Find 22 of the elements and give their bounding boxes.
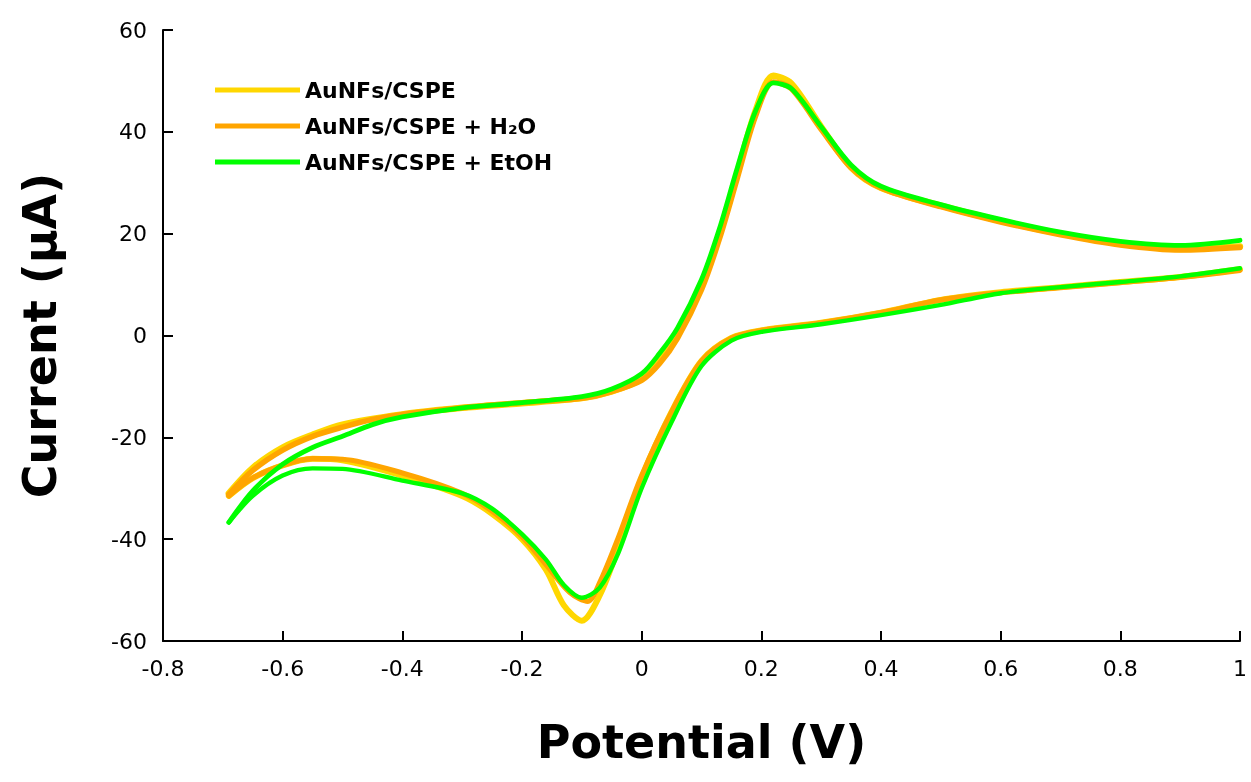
x-tick-label: -0.2 [500,655,544,681]
x-tick-label: 0 [634,655,649,681]
x-tick-label: -0.6 [261,655,305,681]
legend-label: AuNFs/CSPE + EtOH [305,149,553,175]
legend-label: AuNFs/CSPE [305,77,456,103]
x-tick-label: -0.8 [141,655,185,681]
y-tick-label: -20 [111,424,147,450]
x-tick-label: 0.4 [863,655,899,681]
y-axis-title: Current (μA) [13,172,67,499]
y-tick-label: 0 [133,323,147,348]
y-tick-label: -60 [111,628,147,654]
x-tick-label: 0.6 [983,655,1019,681]
y-tick-label: 20 [119,221,147,247]
y-tick-label: 60 [119,17,147,43]
x-axis-title: Potential (V) [536,715,867,769]
x-tick-label: 0.2 [743,655,779,681]
x-tick-label: 1 [1233,655,1247,681]
y-tick-label: -40 [111,526,147,552]
legend-label: AuNFs/CSPE + H₂O [305,113,537,139]
x-tick-label: -0.4 [380,655,424,681]
x-tick-label: 0.8 [1102,655,1138,681]
y-tick-label: 40 [119,119,147,145]
